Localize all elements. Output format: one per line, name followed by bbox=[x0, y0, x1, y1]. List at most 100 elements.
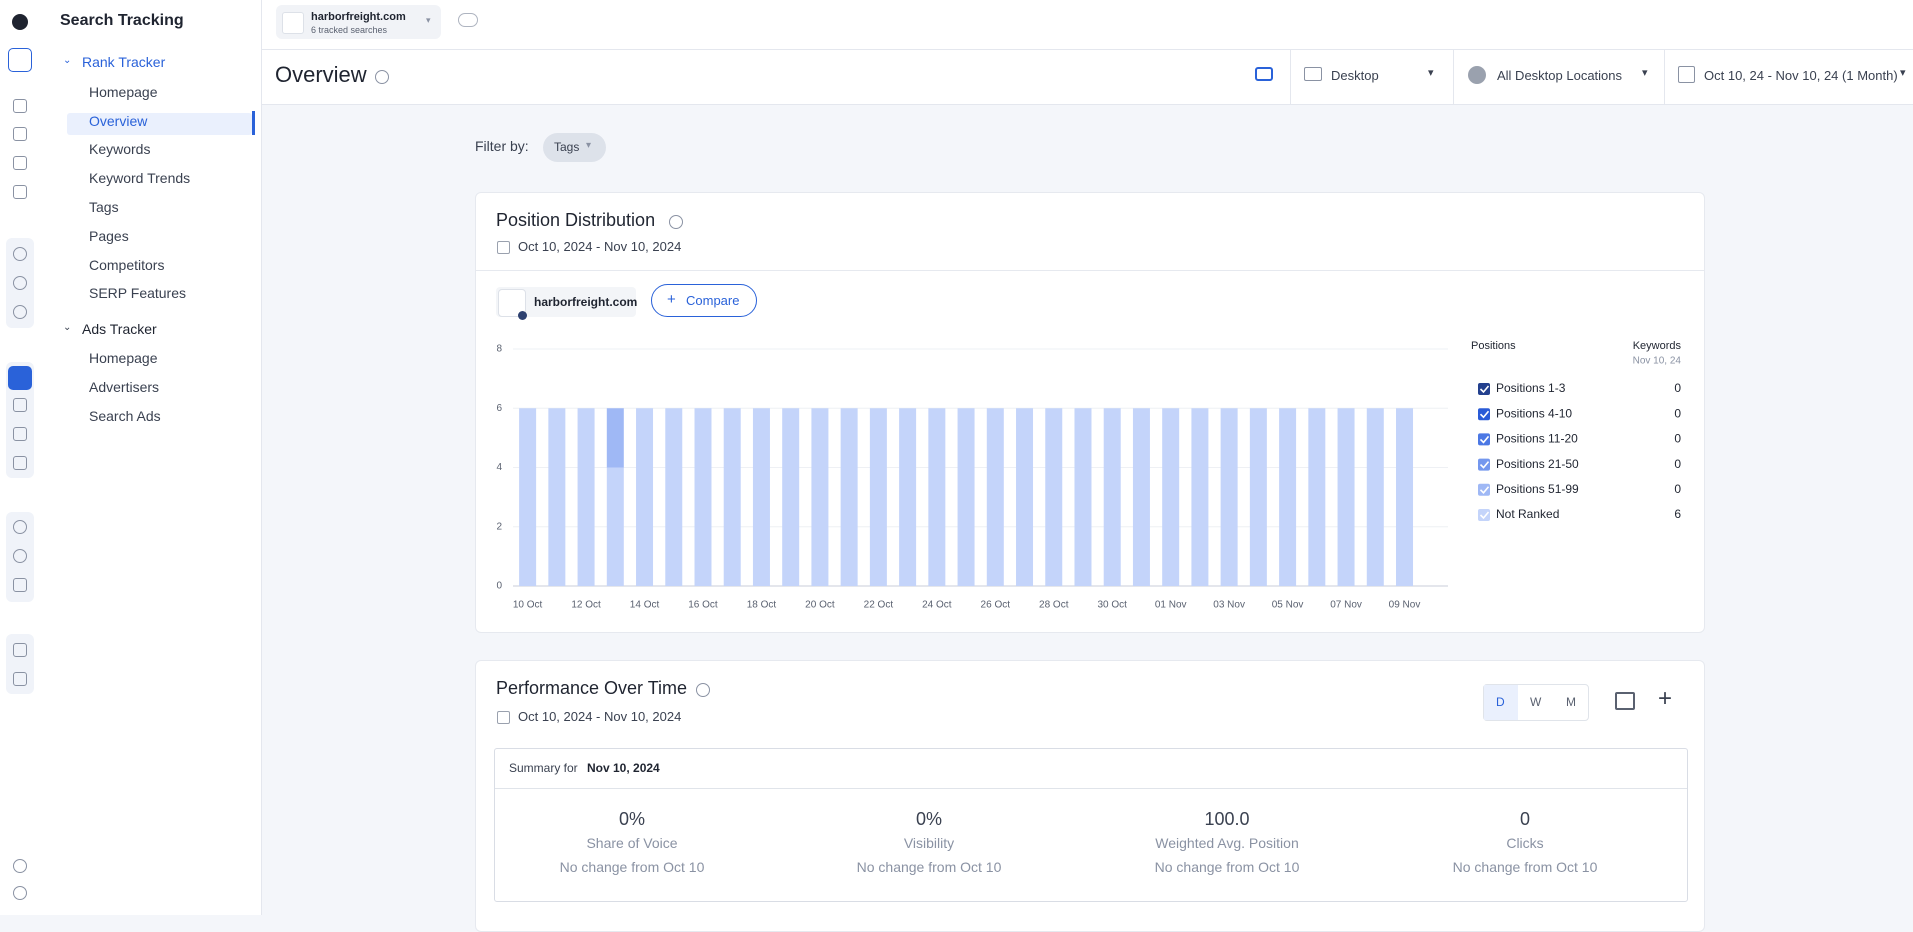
topbar: harborfreight.com 6 tracked searches ▾ bbox=[262, 0, 1913, 50]
folder-icon[interactable] bbox=[13, 127, 27, 141]
domain: harborfreight.com bbox=[311, 11, 406, 23]
filter-label: Filter by: bbox=[475, 138, 529, 154]
metrics-row: 0% Share of Voice No change from Oct 10 0% V… bbox=[495, 789, 1687, 899]
nav-item[interactable]: Pages bbox=[89, 228, 129, 244]
caret: ▾ bbox=[1900, 67, 1906, 79]
metric-value: 0 bbox=[1519, 809, 1530, 829]
report-icon[interactable] bbox=[13, 643, 27, 657]
period-button[interactable]: M bbox=[1566, 695, 1576, 709]
logo[interactable] bbox=[12, 14, 28, 30]
metric-change: No change from Oct 10 bbox=[856, 859, 1002, 875]
page-title: Overview bbox=[275, 62, 367, 87]
compare-button[interactable]: + Compare bbox=[651, 284, 757, 317]
info-icon[interactable] bbox=[669, 215, 683, 229]
chevron: ⌄ bbox=[63, 322, 72, 333]
metric-change: No change from Oct 10 bbox=[1452, 859, 1598, 875]
users-icon[interactable] bbox=[458, 13, 478, 27]
plus-icon: + bbox=[667, 291, 676, 308]
home-icon[interactable] bbox=[13, 99, 27, 113]
rank-tracker-icon[interactable] bbox=[8, 366, 32, 390]
chevron: ⌄ bbox=[63, 55, 72, 66]
chart-icon[interactable] bbox=[13, 185, 27, 199]
period-toggle: D W M bbox=[1483, 684, 1589, 721]
divider bbox=[1453, 50, 1454, 104]
nav-item[interactable]: Homepage bbox=[89, 84, 158, 100]
tag-filter[interactable]: Tags ▾ bbox=[543, 133, 606, 162]
filter-icon[interactable] bbox=[13, 578, 27, 592]
performance-card: Performance Over Time Oct 10, 2024 - Nov… bbox=[475, 660, 1705, 932]
nav-item[interactable]: Competitors bbox=[89, 257, 165, 273]
divider bbox=[495, 788, 1687, 789]
compare-label: Compare bbox=[686, 293, 740, 308]
period-active-bg bbox=[1484, 685, 1518, 720]
metric-value: 0% bbox=[618, 809, 645, 829]
divider bbox=[1290, 50, 1291, 104]
apps-icon[interactable] bbox=[13, 156, 27, 170]
metric-label: Weighted Avg. Position bbox=[1155, 835, 1299, 851]
period-button[interactable]: D bbox=[1496, 695, 1505, 709]
caret: ▾ bbox=[586, 140, 592, 151]
info-icon[interactable] bbox=[696, 683, 710, 697]
nav-item[interactable]: Advertisers bbox=[89, 379, 160, 395]
tag-filter-label: Tags bbox=[554, 140, 580, 154]
card-date: Oct 10, 2024 - Nov 10, 2024 bbox=[518, 239, 682, 254]
site-chip: harborfreight.com bbox=[496, 287, 638, 320]
summary-date: Nov 10, 2024 bbox=[587, 761, 660, 775]
date-dropdown[interactable]: Oct 10, 24 - Nov 10, 24 (1 Month) bbox=[1704, 68, 1898, 83]
sidebar: Search Tracking ⌄ Rank Tracker Homepage … bbox=[41, 0, 262, 915]
nav-group[interactable]: Ads Tracker bbox=[82, 321, 157, 337]
inbox-icon[interactable] bbox=[13, 456, 27, 470]
nav-item[interactable]: Keyword Trends bbox=[89, 170, 191, 186]
nav-item[interactable]: Homepage bbox=[89, 350, 158, 366]
add-button[interactable]: + bbox=[1658, 685, 1673, 712]
info-icon[interactable] bbox=[375, 70, 389, 84]
metric-label: Visibility bbox=[903, 835, 955, 851]
metric-label: Share of Voice bbox=[586, 835, 678, 851]
globe-icon bbox=[1468, 66, 1486, 84]
domain-selector[interactable]: harborfreight.com 6 tracked searches ▾ bbox=[276, 5, 441, 39]
caret: ▾ bbox=[1642, 67, 1648, 79]
search-icon[interactable] bbox=[13, 398, 27, 412]
site-name: harborfreight.com bbox=[534, 295, 638, 309]
excel-export[interactable] bbox=[1615, 692, 1635, 710]
page-header: Overview Desktop ▾ All Desktop Locations… bbox=[262, 50, 1913, 105]
metric-value: 100.0 bbox=[1204, 809, 1250, 829]
sidebar-title: Search Tracking bbox=[60, 12, 184, 29]
link-icon[interactable] bbox=[13, 427, 27, 441]
ai-button[interactable] bbox=[8, 48, 32, 72]
settings-icon[interactable] bbox=[13, 886, 27, 900]
caret: ▾ bbox=[426, 15, 431, 25]
academy-icon[interactable] bbox=[1255, 67, 1273, 81]
series-dot bbox=[518, 311, 527, 320]
nav-group[interactable]: Rank Tracker bbox=[82, 54, 166, 70]
caret: ▾ bbox=[1428, 67, 1434, 79]
calendar-icon bbox=[497, 711, 510, 724]
clipboard-icon[interactable] bbox=[13, 672, 27, 686]
pie-icon[interactable] bbox=[13, 305, 27, 319]
position-distribution-card: Position Distribution Oct 10, 2024 - Nov… bbox=[475, 192, 1705, 633]
world-icon[interactable] bbox=[13, 276, 27, 290]
rocket-icon[interactable] bbox=[13, 859, 27, 873]
nav-item[interactable]: SERP Features bbox=[89, 285, 187, 301]
device-dropdown[interactable]: Desktop bbox=[1331, 68, 1379, 83]
nav-item[interactable]: Keywords bbox=[89, 141, 151, 157]
location-dropdown[interactable]: All Desktop Locations bbox=[1497, 68, 1623, 83]
divider bbox=[1664, 50, 1665, 104]
period-button[interactable]: W bbox=[1530, 695, 1542, 709]
active-indicator bbox=[252, 111, 255, 135]
card-date: Oct 10, 2024 - Nov 10, 2024 bbox=[518, 709, 682, 724]
divider bbox=[476, 270, 1704, 271]
desktop-icon bbox=[1304, 67, 1322, 81]
target-icon[interactable] bbox=[13, 549, 27, 563]
nav-item[interactable]: Overview bbox=[89, 113, 148, 129]
globe-icon[interactable] bbox=[13, 247, 27, 261]
domain-subtitle: 6 tracked searches bbox=[311, 25, 388, 35]
site-favicon bbox=[282, 12, 304, 34]
nav-item[interactable]: Tags bbox=[89, 199, 119, 215]
globe-icon[interactable] bbox=[13, 520, 27, 534]
metric-value: 0% bbox=[915, 809, 942, 829]
nav-item[interactable]: Search Ads bbox=[89, 408, 161, 424]
rail-group bbox=[6, 634, 34, 694]
card-title: Performance Over Time bbox=[496, 678, 688, 698]
